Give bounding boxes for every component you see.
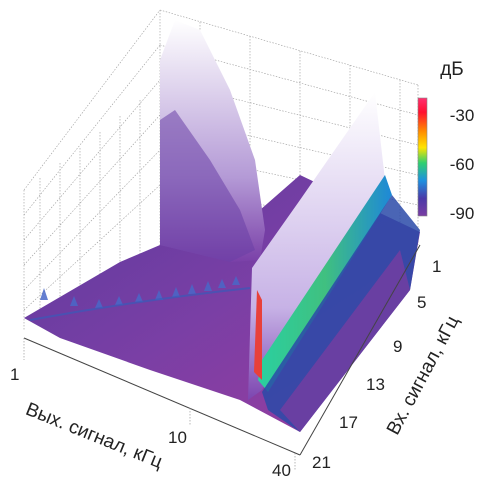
colorbar-tick-label: -30: [450, 106, 475, 125]
colorbar-tick-label: -60: [450, 155, 475, 174]
x-tick-label: 40: [272, 461, 291, 480]
floor-diagonal: [29, 287, 251, 321]
y-tick-label: 17: [339, 413, 358, 432]
y-tick-label: 1: [432, 257, 441, 276]
x-tick-marks: [23, 338, 296, 470]
floor-peaks: [40, 276, 240, 308]
y-tick-label: 13: [366, 375, 385, 394]
back-wall-grid: [23, 9, 161, 330]
surface-band-purple: [280, 250, 410, 432]
y-tick-label: 9: [393, 337, 402, 356]
z-axis-label: дБ: [440, 59, 464, 80]
x-tick-label: 1: [10, 365, 19, 384]
surface-band-dark: [262, 195, 420, 432]
axis-frame: [23, 244, 421, 456]
x-tick-label: 10: [168, 428, 187, 447]
y-axis-title: Вх. сигнал, кГц: [383, 312, 463, 438]
colorbar-tick-label: -90: [450, 204, 475, 223]
surface-ridge-fundamental: [248, 92, 385, 400]
surface-wall-shade: [160, 110, 255, 262]
colorbar: [417, 97, 428, 217]
y-tick-label: 5: [417, 293, 426, 312]
y-tick-label: 21: [312, 453, 331, 472]
x-axis-title: Вых. сигнал, кГц: [23, 399, 166, 473]
surface-band: [258, 175, 392, 392]
surface-red-spike: [254, 290, 262, 380]
